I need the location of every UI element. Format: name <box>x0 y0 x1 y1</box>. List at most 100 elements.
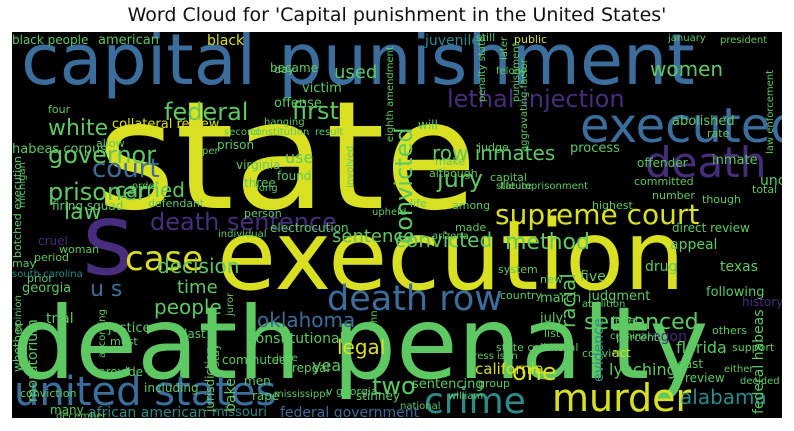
word-death-sentence: death sentence <box>150 208 337 236</box>
word-life-imprisonment: life imprisonment <box>500 181 588 192</box>
word-though: though <box>702 193 741 206</box>
word-american: american <box>98 33 159 48</box>
word-act: act <box>612 346 631 360</box>
word-execution: execution <box>217 200 685 312</box>
word-united-states: united states <box>14 369 277 415</box>
word-black: black <box>207 33 245 49</box>
word-statute: statute <box>496 181 532 192</box>
word-jury: jury <box>437 165 483 193</box>
word-judge: judge <box>478 141 509 154</box>
word-although: although <box>429 167 478 180</box>
word-south-carolina: south carolina <box>12 269 83 280</box>
word-woman: woman <box>59 243 100 256</box>
word-year: year <box>312 356 348 375</box>
word-carried: carried <box>115 178 185 202</box>
word-june: june <box>276 353 298 364</box>
word-convicted: convicted <box>395 228 493 252</box>
word-decision: decision <box>157 254 240 278</box>
word-habeas-corpus: habeas corpus <box>12 142 108 157</box>
word-racial: racial <box>556 273 580 328</box>
word-baker: baker <box>223 372 239 412</box>
word-black-people: black people <box>12 33 89 47</box>
word-march: march <box>540 291 582 306</box>
word-state-collateral: state collateral <box>496 341 579 354</box>
word-unconstitutional: unconstitutional <box>760 173 782 189</box>
word-life: life <box>410 197 427 210</box>
word-law-enforcement: law enforcement <box>765 69 776 154</box>
word-provide: provide <box>98 365 144 379</box>
word-convicted-vertical: convicted <box>390 127 418 244</box>
word-william: william <box>448 391 484 402</box>
word-law: law <box>64 200 102 225</box>
word-number: number <box>652 189 695 202</box>
word-constitution: constitution <box>250 127 310 138</box>
word-public: public <box>514 33 548 46</box>
word-felony: felony <box>496 66 527 77</box>
word-penalty-state: penalty state <box>477 35 488 102</box>
word-prison: prison <box>217 138 255 152</box>
word-found: found <box>277 169 312 183</box>
word-drug: drug <box>645 259 678 275</box>
word-president: president <box>720 35 768 46</box>
word-later: later <box>499 36 510 60</box>
word-either: either <box>724 364 754 375</box>
word-sentenced: sentenced <box>584 310 699 335</box>
word-commuted: commuted <box>222 353 287 367</box>
word-press-isbn: press isbn <box>467 351 518 362</box>
word-sentence: sentence <box>332 226 415 247</box>
word-legal: legal <box>337 335 386 359</box>
word-decided: decided <box>740 376 780 387</box>
word-four: four <box>48 103 71 116</box>
word-allow: allow <box>96 137 125 150</box>
word-time: time <box>177 277 218 298</box>
word-victim: victim <box>302 81 342 96</box>
word-lethal-injection: lethal injection <box>447 85 625 113</box>
word-national: national <box>400 401 441 412</box>
word-u-s: u s <box>90 277 123 302</box>
word-conviction: conviction <box>20 387 77 400</box>
word-electrocution: electrocution <box>270 221 349 235</box>
word-juvenile: juvenile <box>425 33 480 49</box>
word-make: make <box>435 155 466 168</box>
word-highest: highest <box>592 199 633 212</box>
word-made: made <box>455 221 487 234</box>
word-cruel: cruel <box>38 234 68 248</box>
word-row-inmates: row inmates <box>432 141 556 165</box>
word-florida: florida <box>676 338 727 357</box>
word-country: country <box>500 289 543 302</box>
word-sentencing: sentencing <box>412 377 484 392</box>
word-state: state <box>97 70 477 244</box>
word-may: may <box>12 257 36 270</box>
word-criminal: criminal <box>610 331 651 342</box>
word-death: death <box>645 138 767 187</box>
word-still: still <box>476 32 496 44</box>
word-percent: percent <box>616 331 659 344</box>
word-will: will <box>418 118 438 132</box>
word-support: support <box>732 341 775 354</box>
word-federal-government: federal government <box>280 405 420 418</box>
word-court: court <box>92 154 160 184</box>
word-individual: individual <box>218 229 267 240</box>
word-firing-squad: firing squad <box>52 199 124 213</box>
word-july: july <box>540 311 564 326</box>
word-arizona: arizona <box>432 231 469 242</box>
word-men: men <box>244 374 271 388</box>
word-rape: rape <box>252 389 280 403</box>
word-death-penalty: death penalty <box>12 285 709 402</box>
word-rate: rate <box>707 127 730 140</box>
word-moratorium: moratorium <box>25 319 41 402</box>
word-supreme-court: supreme court <box>495 198 700 231</box>
word-trial: trial <box>46 311 74 327</box>
word-stinney: stinney <box>356 389 400 403</box>
word-january: january <box>668 33 706 44</box>
word-method: method <box>505 230 590 255</box>
word-women: women <box>650 57 724 81</box>
word-first: first <box>292 97 339 125</box>
word-abolition: abolition <box>582 299 626 310</box>
word-inmate: inmate <box>712 153 758 168</box>
word-review: review <box>685 371 725 385</box>
word-crime: crime <box>424 381 526 419</box>
word-constitutional: constitutional <box>248 331 344 347</box>
word-result: result <box>315 127 344 138</box>
word-federal-habeas: federal habeas <box>751 309 767 414</box>
